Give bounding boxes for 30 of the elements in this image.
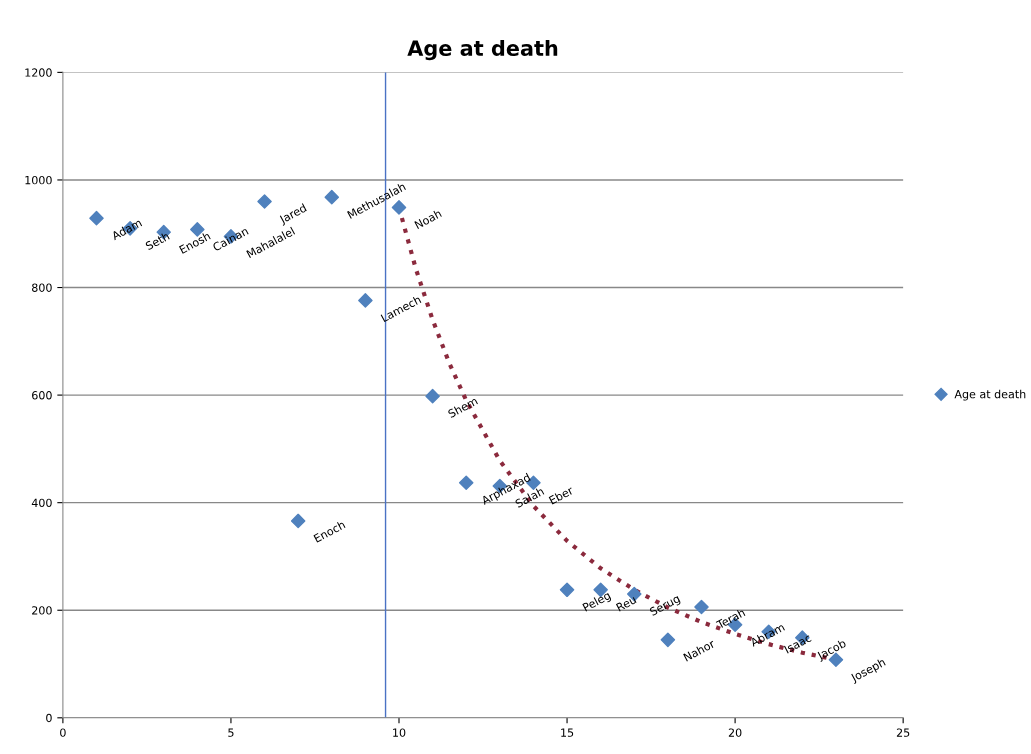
chart-title: Age at death	[407, 39, 558, 61]
point	[257, 194, 272, 209]
y-tick-label: 600	[32, 391, 52, 400]
x-tick-label: 0	[60, 728, 66, 737]
annotation: Reu	[615, 595, 637, 612]
y-tick-label: 200	[32, 606, 52, 615]
legend-label: Age at death	[954, 389, 1026, 401]
point	[660, 632, 676, 648]
point	[559, 582, 575, 598]
annotation: Noah	[414, 208, 442, 230]
annotation: Terah	[715, 607, 746, 630]
y-tick-label: 0	[46, 713, 52, 723]
x-tick-label: 5	[228, 728, 234, 737]
point	[324, 189, 340, 205]
x-tick-label: 20	[728, 728, 742, 737]
y-tick-label: 800	[32, 283, 52, 292]
point	[458, 475, 474, 491]
y-tick-label: 400	[31, 498, 52, 508]
x-tick-label: 25	[896, 728, 910, 737]
point	[425, 388, 440, 404]
point	[290, 513, 306, 529]
annotation: Seth	[144, 231, 170, 251]
y-tick-label: 1000	[25, 175, 52, 185]
x-tick-label: 15	[561, 728, 574, 737]
x-tick-label: 10	[393, 728, 406, 737]
y-tick-label: 1200	[25, 68, 52, 77]
point	[358, 293, 373, 308]
point	[694, 599, 709, 615]
point	[89, 210, 104, 226]
annotation: Eber	[548, 485, 575, 505]
